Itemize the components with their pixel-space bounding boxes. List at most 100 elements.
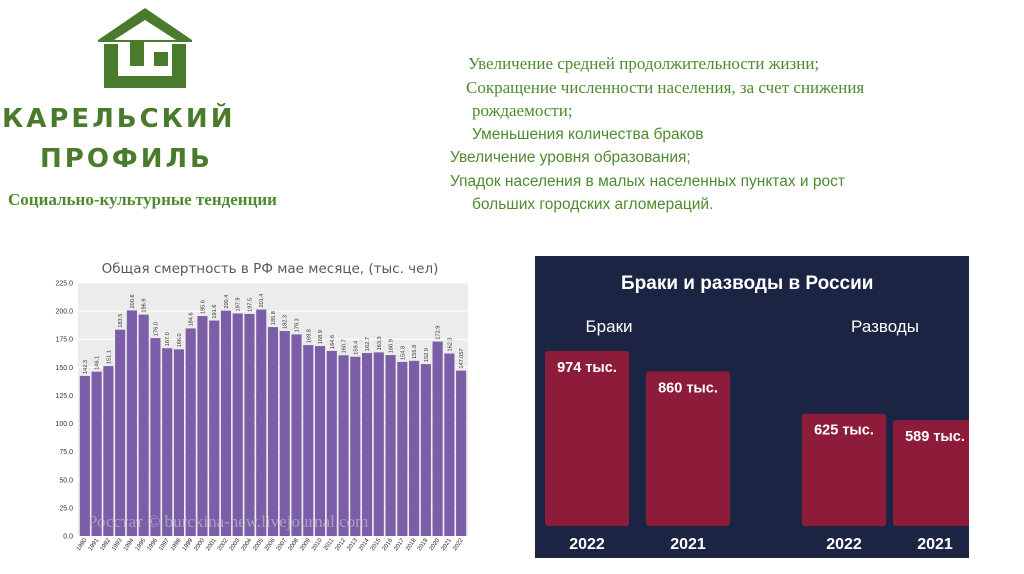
bar xyxy=(256,309,267,536)
data-label: 162.7 xyxy=(365,337,371,351)
bar xyxy=(646,371,730,526)
bar xyxy=(545,351,629,526)
x-tick-label: 2009 xyxy=(299,537,312,552)
data-label: 589 тыс. xyxy=(905,429,965,445)
data-label: 185.8 xyxy=(271,311,277,325)
y-tick-label: 0.0 xyxy=(63,534,73,541)
x-tick-label: 2015 xyxy=(370,537,383,552)
x-tick-label: 1999 xyxy=(182,537,195,552)
x-tick-label: 2001 xyxy=(205,537,218,552)
bar xyxy=(79,375,90,536)
data-label: 183.5 xyxy=(118,314,124,328)
bar xyxy=(138,314,149,536)
x-tick-label: 2013 xyxy=(346,537,359,552)
data-label: 625 тыс. xyxy=(814,423,874,439)
group-label: Разводы xyxy=(851,317,919,336)
trend-item: больших городских агломераций. xyxy=(450,193,990,217)
x-tick-label: 2018 xyxy=(405,537,418,552)
data-label: 197.5 xyxy=(247,298,253,312)
data-label: 163.3 xyxy=(377,336,383,350)
data-label: 160.7 xyxy=(342,339,348,353)
data-label: 164.6 xyxy=(330,335,336,349)
chart-title: Общая смертность в РФ мае месяце, (тыс. … xyxy=(102,261,439,277)
data-label: 169.8 xyxy=(306,329,312,343)
bar xyxy=(362,353,373,536)
trend-item: Увеличение уровня образования; xyxy=(450,146,990,170)
x-tick-label: 2014 xyxy=(358,537,371,552)
data-label: 200.4 xyxy=(224,295,230,309)
mortality-chart-svg: Общая смертность в РФ мае месяце, (тыс. … xyxy=(55,261,468,552)
trend-text: Увеличение средней продолжительности жиз… xyxy=(468,54,820,73)
x-tick-label: 2007 xyxy=(276,537,289,552)
data-label: 154.8 xyxy=(400,346,406,360)
logo-text-line2: ПРОФИЛЬ xyxy=(40,144,213,174)
x-tick-label: 1990 xyxy=(76,537,89,552)
page-subtitle: Социально-культурные тенденции xyxy=(8,190,277,209)
year-label: 2022 xyxy=(569,536,605,553)
bar xyxy=(291,334,302,536)
bar xyxy=(185,328,196,536)
bar xyxy=(350,356,361,536)
x-tick-label: 2004 xyxy=(241,537,254,552)
bar xyxy=(162,348,173,536)
bar xyxy=(115,329,126,536)
data-label: 152.9 xyxy=(424,348,430,362)
data-label: 974 тыс. xyxy=(557,360,617,376)
bar xyxy=(314,346,326,536)
x-tick-label: 2021 xyxy=(440,537,453,552)
watermark: Росстат © burckina-new.livejournal.com xyxy=(88,512,368,531)
data-label: 146.1 xyxy=(95,356,101,370)
bar xyxy=(244,313,255,536)
trend-item: Увеличение средней продолжительности жиз… xyxy=(450,52,990,76)
x-tick-label: 2006 xyxy=(264,537,277,552)
data-label: 159.4 xyxy=(353,341,359,355)
data-label: 155.8 xyxy=(412,345,418,359)
data-label: 200.6 xyxy=(130,294,136,308)
mortality-chart: Общая смертность в РФ мае месяце, (тыс. … xyxy=(50,255,480,565)
trend-item: Сокращение численности населения, за сче… xyxy=(450,76,990,100)
x-tick-label: 1995 xyxy=(135,537,148,552)
trend-text: Сокращение численности населения, за сче… xyxy=(466,77,865,97)
y-tick-label: 75.0 xyxy=(59,449,73,456)
x-tick-label: 2000 xyxy=(194,537,207,552)
bar xyxy=(432,341,443,536)
bar xyxy=(420,364,431,536)
trend-text: больших городских агломераций. xyxy=(472,196,714,213)
house-icon xyxy=(98,8,192,88)
data-label: 196.9 xyxy=(142,299,148,313)
data-label: 184.6 xyxy=(189,312,195,326)
bar xyxy=(232,313,243,536)
logo-text-line1: КАРЕЛЬСКИЙ xyxy=(2,104,236,134)
marriage-divorce-chart: Браки и разводы в России Браки Разводы 974 … xyxy=(535,256,969,558)
bar xyxy=(802,413,886,526)
x-tick-label: 1994 xyxy=(123,537,136,552)
bar xyxy=(444,353,455,536)
bar xyxy=(397,361,408,536)
x-tick-label: 2003 xyxy=(229,537,242,552)
y-tick-label: 125.0 xyxy=(55,393,73,400)
y-tick-label: 175.0 xyxy=(55,337,73,344)
x-tick-label: 2010 xyxy=(311,537,324,552)
x-tick-label: 2022 xyxy=(452,537,465,552)
bar xyxy=(126,310,137,536)
trend-text: Уменьшения количества браков xyxy=(472,125,704,143)
bar xyxy=(893,420,969,526)
y-tick-label: 225.0 xyxy=(55,281,73,288)
trend-text: Увеличение уровня образования; xyxy=(450,149,691,166)
trend-text: Упадок населения в малых населенных пунк… xyxy=(450,172,845,190)
data-label: 860 тыс. xyxy=(658,380,718,396)
trend-text: рождаемости; xyxy=(472,101,573,120)
data-label: 167.0 xyxy=(165,332,171,346)
y-tick-label: 25.0 xyxy=(59,505,73,512)
x-tick-label: 2012 xyxy=(335,537,348,552)
data-label: 172.9 xyxy=(436,326,442,340)
chart-title: Браки и разводы в России xyxy=(621,273,873,294)
y-tick-label: 50.0 xyxy=(59,477,73,484)
y-tick-label: 200.0 xyxy=(55,309,73,316)
logo: КАРЕЛЬСКИЙ ПРОФИЛЬ xyxy=(0,0,300,190)
data-label: 182.3 xyxy=(283,315,289,329)
x-tick-label: 1997 xyxy=(158,537,171,552)
bar xyxy=(409,360,420,536)
bar xyxy=(279,331,290,536)
x-tick-label: 2002 xyxy=(217,537,230,552)
